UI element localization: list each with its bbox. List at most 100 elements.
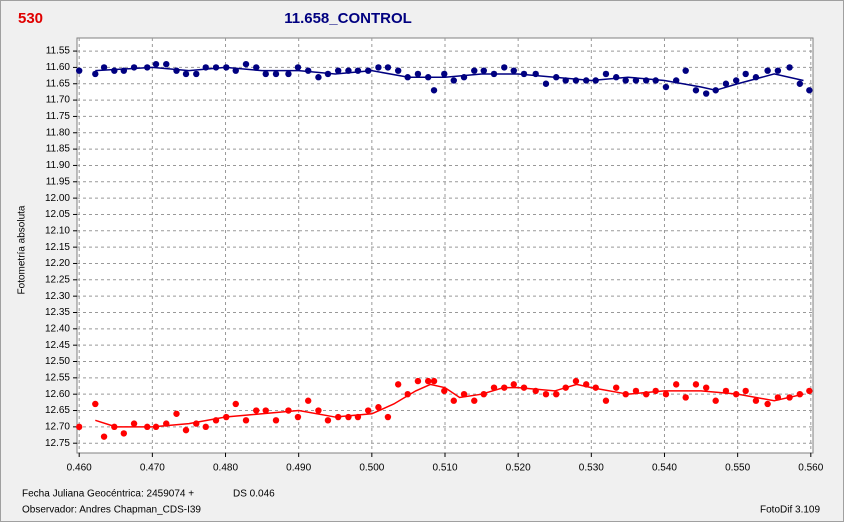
data-point: [732, 77, 740, 84]
data-point: [722, 80, 730, 87]
data-point: [796, 390, 804, 398]
data-point: [702, 384, 710, 391]
data-point: [232, 400, 239, 408]
data-point: [702, 90, 710, 97]
data-point: [354, 67, 362, 74]
data-point: [152, 60, 160, 68]
data-point: [572, 377, 580, 385]
data-point: [430, 377, 438, 385]
data-point: [612, 74, 620, 81]
data-point: [672, 381, 680, 388]
data-point: [602, 70, 610, 78]
data-point: [285, 70, 292, 78]
data-point: [542, 80, 550, 87]
data-point: [501, 384, 508, 391]
data-point: [441, 70, 448, 78]
y-axis-label: Fotometría absoluta: [17, 205, 28, 294]
data-point: [450, 397, 457, 404]
data-point: [592, 77, 599, 84]
data-point: [652, 387, 659, 395]
y-tick-label: 12.65: [45, 405, 70, 416]
data-point: [144, 423, 151, 431]
data-point: [92, 400, 99, 408]
data-point: [532, 70, 539, 78]
data-point: [272, 417, 280, 424]
data-point: [193, 420, 200, 427]
data-point: [662, 83, 670, 91]
x-tick-label: 0.470: [140, 463, 165, 474]
data-point: [642, 390, 650, 398]
footer-date: Fecha Juliana Geocéntrica: 2459074 +: [22, 489, 194, 500]
y-tick-label: 11.95: [46, 176, 71, 187]
data-point: [712, 87, 719, 94]
data-point: [111, 423, 118, 431]
data-point: [253, 64, 260, 71]
chart-title: 11.658_CONTROL: [284, 10, 412, 27]
y-tick-label: 12.75: [45, 438, 70, 449]
data-point: [652, 77, 659, 84]
data-point: [682, 67, 689, 74]
data-point: [612, 384, 620, 391]
data-point: [294, 413, 302, 421]
data-point: [742, 70, 749, 78]
y-tick-label: 11.75: [46, 111, 71, 122]
data-point: [100, 433, 108, 440]
y-tick-label: 12.50: [45, 356, 70, 367]
data-point: [732, 390, 740, 398]
data-point: [193, 70, 200, 78]
y-tick-label: 12.15: [45, 242, 70, 253]
y-tick-label: 12.00: [45, 193, 70, 204]
data-point: [364, 67, 372, 74]
data-point: [602, 397, 610, 404]
data-point: [583, 381, 590, 388]
y-tick-label: 12.30: [45, 291, 70, 302]
y-tick-label: 12.10: [45, 225, 70, 236]
data-point: [542, 390, 550, 398]
data-point: [285, 407, 292, 414]
data-point: [92, 70, 99, 78]
data-point: [662, 390, 670, 398]
data-point: [75, 423, 83, 431]
data-point: [490, 70, 498, 78]
data-point: [242, 60, 250, 68]
data-point: [334, 413, 342, 421]
y-tick-label: 12.20: [45, 258, 70, 269]
footer-ds: DS 0.046: [233, 489, 275, 500]
data-point: [182, 426, 190, 434]
y-tick-label: 11.65: [46, 78, 71, 89]
x-tick-label: 0.540: [652, 463, 677, 474]
y-tick-label: 12.35: [45, 307, 70, 318]
data-point: [441, 387, 448, 395]
data-point: [622, 390, 629, 398]
data-point: [212, 417, 220, 424]
data-point: [692, 87, 700, 94]
data-point: [345, 67, 352, 74]
data-point: [510, 381, 517, 388]
x-tick-label: 0.490: [286, 463, 311, 474]
data-point: [223, 413, 230, 421]
data-point: [130, 420, 138, 427]
data-point: [722, 387, 730, 395]
data-point: [304, 397, 312, 404]
y-tick-label: 12.45: [45, 340, 70, 351]
data-point: [262, 407, 269, 414]
y-tick-label: 12.55: [45, 372, 70, 383]
data-point: [364, 407, 372, 414]
data-point: [430, 87, 438, 94]
data-point: [642, 77, 650, 84]
data-point: [202, 64, 209, 71]
data-point: [806, 387, 813, 395]
data-point: [111, 67, 118, 74]
data-point: [232, 67, 239, 74]
data-point: [212, 64, 220, 71]
y-tick-label: 11.70: [46, 95, 71, 106]
y-tick-label: 12.40: [45, 323, 70, 334]
y-tick-label: 12.25: [45, 274, 70, 285]
data-point: [510, 67, 517, 74]
data-point: [294, 64, 302, 71]
x-tick-label: 0.560: [798, 463, 823, 474]
data-point: [806, 87, 813, 94]
data-point: [562, 384, 569, 391]
y-tick-label: 12.70: [45, 421, 70, 432]
